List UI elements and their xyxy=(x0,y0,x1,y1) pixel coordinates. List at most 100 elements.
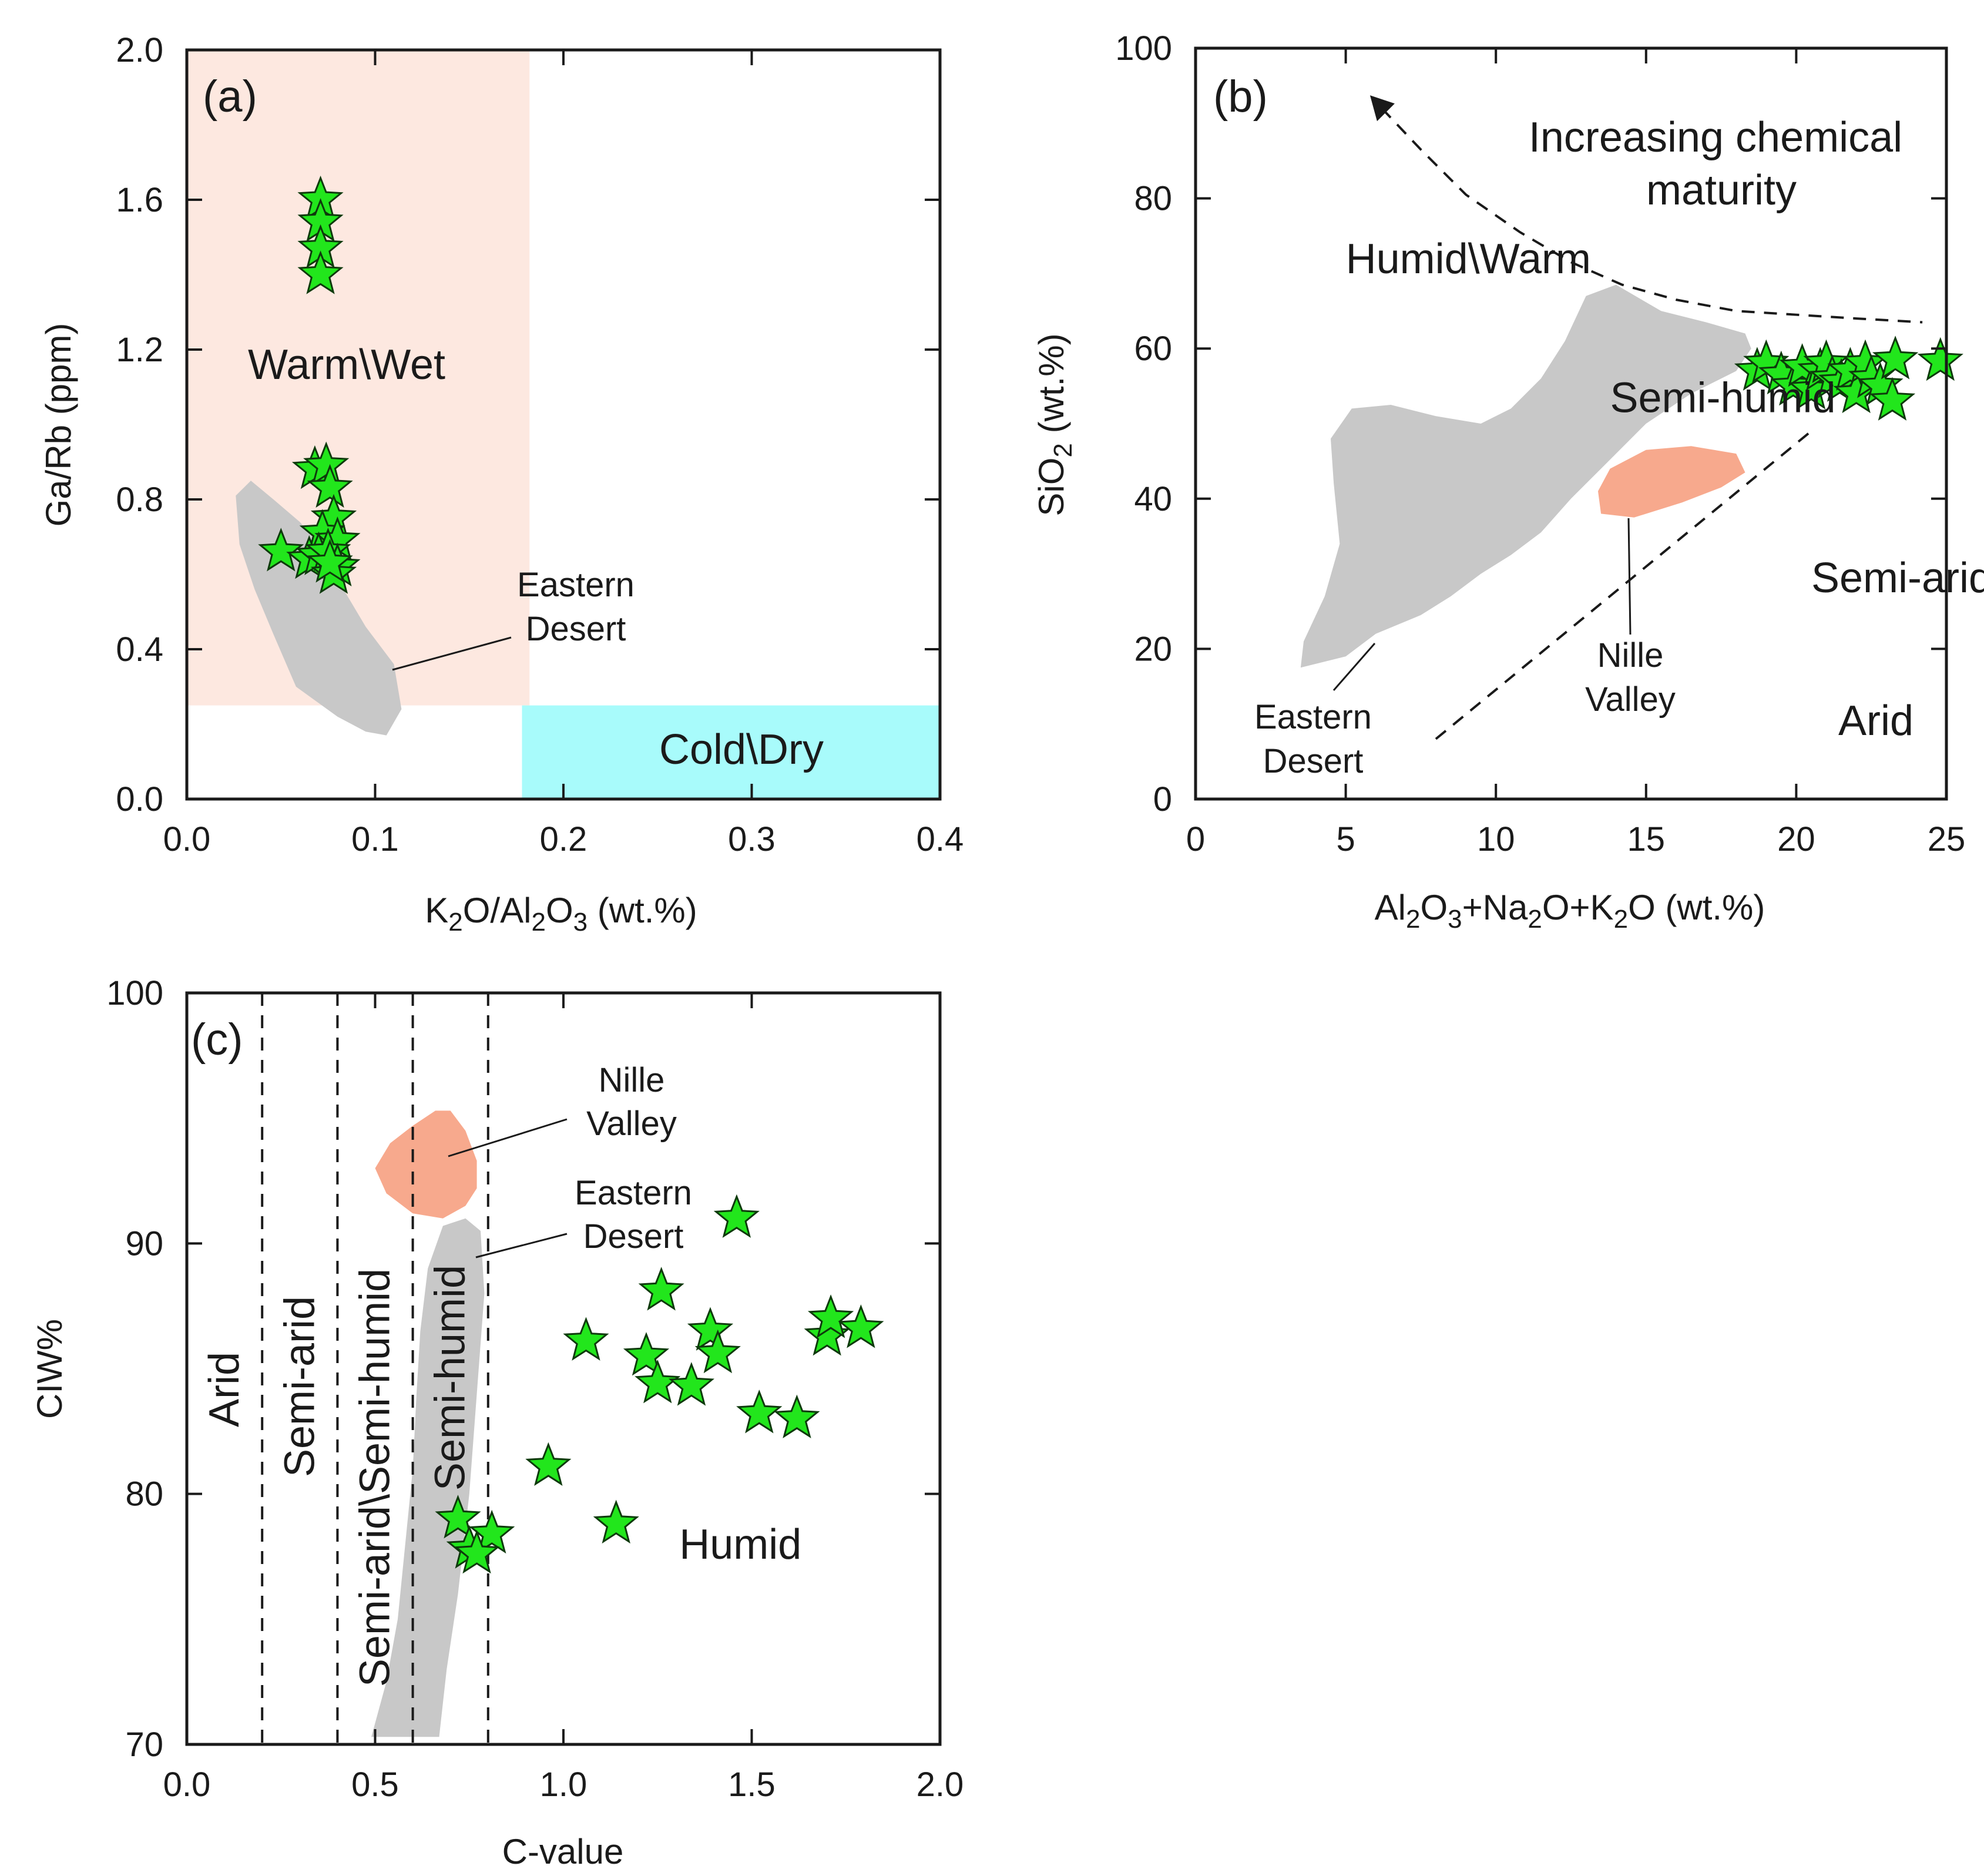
sample-points xyxy=(258,175,361,594)
x-tick-label: 0.2 xyxy=(540,820,588,858)
sample-point xyxy=(307,539,353,583)
x-tick-label: 2.0 xyxy=(917,1766,964,1804)
sample-point xyxy=(307,464,353,508)
semi-humid-zone-label: Semi-humid xyxy=(427,1265,474,1491)
sample-point xyxy=(623,1332,670,1376)
eastern-desert-label-line1: Eastern xyxy=(1254,698,1372,736)
panel-c: 0.0 0.5 1.0 1.5 2.0 70 80 90 100 (c) Arid Semi-a… xyxy=(30,974,964,1871)
panel-b: 0 5 10 15 20 25 0 20 40 60 80 100 (b) Increasing ch… xyxy=(1032,29,1984,934)
sample-point xyxy=(435,1495,481,1539)
sample-point xyxy=(1917,337,1963,381)
sample-point xyxy=(694,1329,741,1374)
y-tick-label: 0.0 xyxy=(116,780,163,818)
x-tick-label: 15 xyxy=(1627,820,1666,858)
ticks: 0.0 0.5 1.0 1.5 2.0 70 80 90 100 xyxy=(106,974,964,1804)
semi-arid-arid-divider xyxy=(1435,430,1812,740)
x-tick-label: 1.5 xyxy=(728,1766,776,1804)
sample-point xyxy=(687,1307,734,1351)
x-axis-title: C-value xyxy=(502,1832,624,1871)
ticks: 0 5 10 15 20 25 0 20 40 60 80 100 xyxy=(1115,29,1965,858)
y-tick-label: 1.6 xyxy=(116,181,163,219)
sample-point xyxy=(807,1294,854,1338)
panel-label: (b) xyxy=(1213,72,1268,122)
semi-arid-zone-label: Semi-arid xyxy=(276,1296,323,1477)
sample-points xyxy=(1734,335,1963,421)
y-axis-title: SiO2 (wt.%) xyxy=(1032,333,1077,516)
x-axis-title: Al2O3+Na2O+K2O (wt.%) xyxy=(1375,888,1765,934)
y-tick-label: 80 xyxy=(1134,180,1172,218)
sample-point xyxy=(668,1362,715,1406)
eastern-desert-label-line1: Eastern xyxy=(517,566,635,604)
x-tick-label: 0 xyxy=(1186,820,1205,858)
maturity-arrow-head xyxy=(1369,95,1395,122)
y-tick-label: 0.4 xyxy=(116,630,163,669)
sample-point xyxy=(736,1390,783,1434)
nille-valley-leader-line xyxy=(1627,518,1631,635)
x-tick-label: 5 xyxy=(1336,820,1355,858)
sample-point xyxy=(804,1311,850,1356)
nille-valley-field xyxy=(375,1110,477,1219)
cold-dry-zone-label: Cold\Dry xyxy=(659,726,824,773)
sample-point xyxy=(258,528,304,572)
y-tick-label: 0 xyxy=(1153,780,1172,818)
panel-label: (c) xyxy=(191,1015,243,1065)
warm-wet-zone-label: Warm\Wet xyxy=(248,341,445,388)
sample-point xyxy=(1869,377,1916,421)
semi-arid-label: Semi-arid xyxy=(1811,555,1984,602)
y-tick-label: 2.0 xyxy=(116,31,163,69)
maturity-label-line1: Increasing chemical xyxy=(1529,114,1902,161)
y-tick-label: 90 xyxy=(125,1224,163,1263)
sample-point xyxy=(563,1317,609,1361)
x-tick-label: 0.1 xyxy=(351,820,399,858)
panel-label: (a) xyxy=(203,72,257,122)
nille-valley-label-line1: Nille xyxy=(1597,636,1664,674)
sample-points xyxy=(435,1194,884,1574)
ticks: 0.0 0.1 0.2 0.3 0.4 0.0 0.4 0.8 1.2 1.6 2.0 xyxy=(116,31,964,858)
sample-point xyxy=(593,1499,639,1544)
eastern-desert-field xyxy=(1300,284,1751,668)
warm-wet-zone xyxy=(187,50,530,706)
x-tick-label: 0.3 xyxy=(728,820,776,858)
y-tick-label: 100 xyxy=(106,974,163,1012)
y-axis-title: Ga/Rb (ppm) xyxy=(39,323,78,527)
x-tick-label: 0.4 xyxy=(917,820,964,858)
humid-zone-label: Humid xyxy=(679,1521,801,1568)
panel-a: 0.0 0.1 0.2 0.3 0.4 0.0 0.4 0.8 1.2 1.6 2.0 (a) Wa… xyxy=(39,31,964,937)
y-tick-label: 40 xyxy=(1134,480,1172,518)
x-tick-label: 20 xyxy=(1777,820,1815,858)
sample-point xyxy=(838,1304,884,1348)
sample-point xyxy=(774,1394,820,1439)
y-axis-title: CIW% xyxy=(30,1319,69,1419)
sample-point xyxy=(525,1442,572,1486)
y-tick-label: 1.2 xyxy=(116,331,163,369)
arid-label: Arid xyxy=(1838,697,1913,744)
sample-point xyxy=(469,1509,515,1554)
eastern-desert-leader-line xyxy=(1332,643,1376,691)
eastern-desert-leader-line xyxy=(392,636,512,671)
y-tick-label: 70 xyxy=(125,1726,163,1764)
cold-dry-zone xyxy=(522,705,940,799)
y-tick-label: 100 xyxy=(1115,29,1172,68)
nille-valley-field xyxy=(1598,446,1745,518)
eastern-desert-label-line2: Desert xyxy=(583,1217,684,1256)
nille-valley-label-line2: Valley xyxy=(1585,680,1676,719)
nille-valley-leader-line xyxy=(448,1118,568,1157)
y-tick-label: 60 xyxy=(1134,330,1172,368)
x-tick-label: 1.0 xyxy=(540,1766,588,1804)
sample-point xyxy=(638,1267,684,1311)
y-tick-label: 80 xyxy=(125,1475,163,1513)
sample-point xyxy=(454,1529,500,1574)
humid-warm-label: Humid\Warm xyxy=(1346,236,1591,283)
x-tick-label: 0.0 xyxy=(163,820,211,858)
sample-point xyxy=(713,1194,760,1238)
x-tick-label: 25 xyxy=(1928,820,1966,858)
nille-valley-label-line1: Nille xyxy=(599,1061,665,1099)
x-tick-label: 0.5 xyxy=(351,1766,399,1804)
arid-zone-label: Arid xyxy=(201,1352,248,1427)
maturity-label-line2: maturity xyxy=(1646,167,1797,214)
plot-frame xyxy=(1194,46,1948,801)
x-axis-title: K2O/Al2O3 (wt.%) xyxy=(425,891,697,937)
zone-dividers xyxy=(261,993,489,1744)
semi-humid-label: Semi-humid xyxy=(1610,374,1835,421)
